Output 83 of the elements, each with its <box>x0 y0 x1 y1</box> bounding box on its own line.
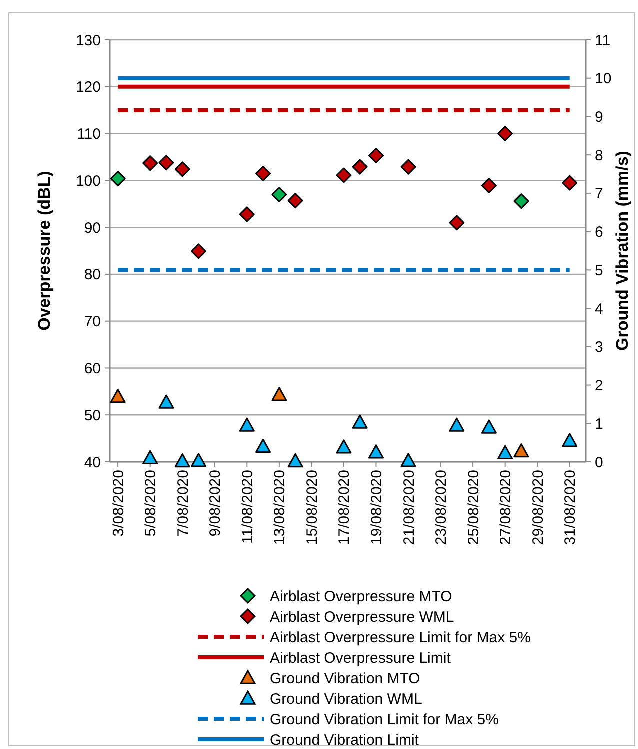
point <box>110 171 126 187</box>
point <box>481 420 497 434</box>
y-tick-label: 50 <box>84 407 101 424</box>
x-tick-label: 29/08/2020 <box>530 470 547 546</box>
legend-label: Airblast Overpressure Limit <box>270 650 452 667</box>
point <box>110 389 126 404</box>
legend-label: Airblast Overpressure Limit for Max 5% <box>270 629 531 646</box>
legend-label: Ground Vibration Limit for Max 5% <box>270 711 499 728</box>
legend-label: Airblast Overpressure MTO <box>270 588 452 606</box>
x-tick-label: 7/08/2020 <box>174 470 192 537</box>
y2-tick-label: 2 <box>595 378 604 395</box>
y-tick-label: 90 <box>84 220 101 237</box>
legend-label: Ground Vibration Limit <box>270 732 420 749</box>
point <box>449 418 465 432</box>
point <box>352 159 368 175</box>
point <box>481 178 497 194</box>
y-tick-label: 100 <box>76 172 101 190</box>
y2-tick-label: 6 <box>595 224 604 242</box>
point <box>562 433 578 448</box>
y2-tick-label: 10 <box>595 70 612 88</box>
point <box>498 126 514 142</box>
y2-tick-label: 3 <box>595 339 604 356</box>
y2-tick-label: 1 <box>595 416 604 433</box>
y-tick-label: 60 <box>84 360 101 378</box>
x-tick-label: 19/08/2020 <box>368 470 386 546</box>
x-tick-label: 23/08/2020 <box>433 470 450 546</box>
y2-tick-label: 9 <box>595 108 604 126</box>
x-tick-label: 21/08/2020 <box>400 470 418 546</box>
point <box>498 445 514 460</box>
point <box>174 453 190 468</box>
x-tick-label: 17/08/2020 <box>336 470 354 546</box>
y2-tick-label: 4 <box>595 300 604 318</box>
point <box>239 206 255 222</box>
y2-tick-label: 0 <box>595 454 604 472</box>
x-tick-label: 15/08/2020 <box>304 470 321 546</box>
point <box>368 444 384 459</box>
x-tick-label: 31/08/2020 <box>562 470 580 546</box>
point <box>272 387 288 402</box>
y-tick-label: 80 <box>84 266 101 284</box>
point <box>288 453 304 468</box>
point <box>272 186 288 202</box>
x-tick-label: 13/08/2020 <box>272 470 289 546</box>
point <box>400 159 416 175</box>
point <box>562 175 578 191</box>
y-tick-label: 110 <box>77 126 101 144</box>
y2-axis-title: Ground Vibration (mm/s) <box>613 151 632 351</box>
point <box>256 166 272 182</box>
point <box>142 450 158 465</box>
y-axis-title: Overpressure (dBL) <box>35 171 54 331</box>
y2-tick-label: 7 <box>595 186 604 203</box>
point <box>336 168 352 184</box>
y2-tick-label: 8 <box>595 147 604 164</box>
point <box>288 193 304 209</box>
y2-tick-label: 11 <box>595 32 611 50</box>
y-tick-label: 130 <box>76 32 101 50</box>
point <box>142 156 158 172</box>
y-tick-label: 120 <box>76 79 101 96</box>
point <box>158 155 174 171</box>
x-tick-label: 11/08/2020 <box>239 470 256 544</box>
point <box>256 438 272 454</box>
point <box>368 148 384 164</box>
legend-label: Airblast Overpressure WML <box>270 608 454 626</box>
point <box>449 215 465 231</box>
legend-label: Ground Vibration WML <box>270 690 422 708</box>
x-tick-label: 9/08/2020 <box>207 470 224 537</box>
point <box>190 453 206 468</box>
point <box>239 418 255 432</box>
y-tick-label: 70 <box>84 314 101 331</box>
x-tick-label: 5/08/2020 <box>142 470 160 537</box>
y-tick-label: 40 <box>84 454 101 472</box>
point <box>174 162 190 178</box>
x-tick-label: 25/08/2020 <box>465 470 482 546</box>
point <box>514 194 530 210</box>
point <box>336 440 352 454</box>
y2-tick-label: 5 <box>595 262 604 280</box>
x-tick-label: 3/08/2020 <box>110 470 128 537</box>
point <box>158 394 174 409</box>
point <box>514 444 530 458</box>
point <box>352 414 368 429</box>
point <box>400 453 416 468</box>
point <box>190 244 206 260</box>
legend-label: Ground Vibration MTO <box>270 670 420 688</box>
x-tick-label: 27/08/2020 <box>498 470 515 546</box>
